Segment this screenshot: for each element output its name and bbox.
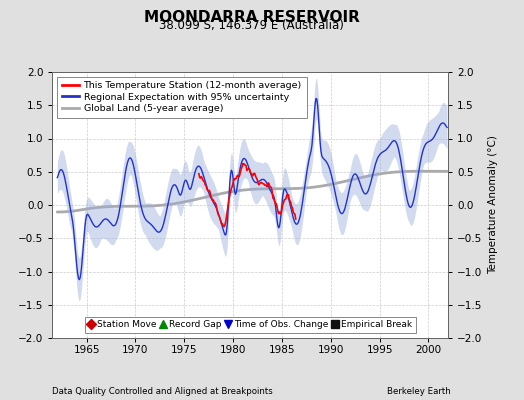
Legend: Station Move, Record Gap, Time of Obs. Change, Empirical Break: Station Move, Record Gap, Time of Obs. C…	[85, 317, 416, 333]
Y-axis label: Temperature Anomaly (°C): Temperature Anomaly (°C)	[488, 136, 498, 274]
Text: MOONDARRA RESERVOIR: MOONDARRA RESERVOIR	[144, 10, 359, 25]
Text: Data Quality Controlled and Aligned at Breakpoints: Data Quality Controlled and Aligned at B…	[52, 387, 273, 396]
Text: Berkeley Earth: Berkeley Earth	[387, 387, 451, 396]
Text: 38.099 S, 146.379 E (Australia): 38.099 S, 146.379 E (Australia)	[159, 19, 344, 32]
